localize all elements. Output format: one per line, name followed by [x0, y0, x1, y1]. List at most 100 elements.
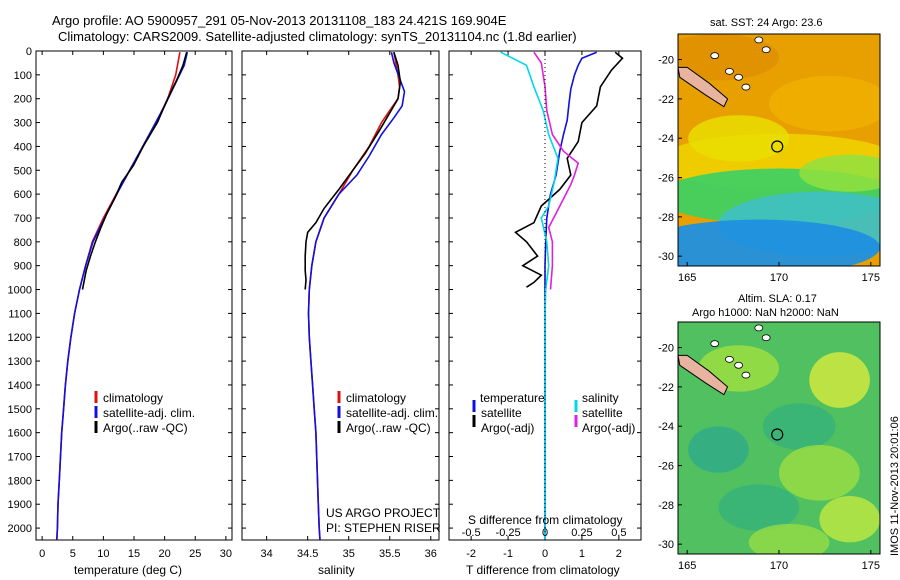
x-tick-label: 34: [261, 548, 273, 560]
sst-map-title: sat. SST: 24 Argo: 23.6: [710, 17, 823, 29]
salinity-xlabel: salinity: [318, 563, 355, 577]
map-blob: [762, 403, 836, 450]
series-line: [81, 51, 188, 290]
y-tick-label: 2000: [8, 523, 32, 535]
map-y-tick-label: -28: [658, 212, 674, 224]
island: [741, 371, 751, 379]
map-blob: [688, 115, 790, 162]
difference-xlabel: T difference from climatology: [466, 563, 620, 577]
chart-title-line2: Climatology: CARS2009. Satellite-adjuste…: [58, 29, 577, 44]
series-line: [304, 51, 402, 290]
map-y-tick-label: -24: [658, 421, 674, 433]
map-blob: [678, 219, 880, 266]
y-tick-label: 100: [14, 70, 32, 82]
map-y-tick-label: -22: [658, 382, 674, 394]
argo-location-marker: [771, 140, 784, 153]
island: [710, 52, 720, 60]
map-y-tick-label: -30: [658, 539, 674, 551]
x2-tick-label: -0.25: [496, 527, 521, 539]
map-blob: [809, 352, 870, 408]
map-y-tick-label: -24: [658, 133, 674, 145]
series-line: [56, 52, 189, 541]
x2-tick-label: 0.25: [571, 527, 592, 539]
map-y-tick-label: -22: [658, 94, 674, 106]
temperature-legend-argo: Argo(..raw -QC): [103, 421, 188, 435]
sla-map-title: Altim. SLA: 0.17: [738, 293, 817, 305]
island: [754, 324, 764, 332]
temperature-xlabel: temperature (deg C): [74, 563, 183, 577]
legend-group-temperature: temperature: [480, 391, 545, 405]
temperature-legend-climatology: climatology: [103, 391, 164, 405]
x-tick-label: 5: [70, 548, 76, 560]
island: [734, 361, 743, 369]
plot-frame: [241, 50, 440, 541]
sla-field: [678, 322, 880, 554]
imos-timestamp: IMOS 11-Nov-2013 20:01:06: [889, 416, 900, 556]
x-tick-label: 35.5: [379, 548, 400, 560]
x-tick-label: -2: [466, 548, 476, 560]
y-tick-label: 500: [14, 165, 32, 177]
x-tick-label: -1: [503, 548, 513, 560]
map-y-tick-label: -26: [658, 461, 674, 473]
series-line: [544, 51, 598, 540]
map-x-tick-label: 175: [862, 272, 880, 284]
legend-sal-satellite: satellite: [582, 406, 623, 420]
pi-label: PI: STEPHEN RISER: [326, 521, 441, 535]
x2-tick-label: 0.5: [611, 527, 626, 539]
island: [710, 340, 720, 348]
map-x-tick-label: 175: [862, 560, 880, 572]
island: [754, 36, 764, 44]
map-blob: [799, 154, 880, 192]
map-blob: [819, 496, 880, 543]
island: [725, 355, 734, 363]
y-tick-label: 800: [14, 237, 32, 249]
chart-title-line1: Argo profile: AO 5900957_291 05-Nov-2013…: [52, 13, 507, 28]
map-blob: [688, 426, 749, 473]
y-tick-label: 1600: [8, 428, 32, 440]
x-tick-label: 34.5: [297, 548, 318, 560]
map-blob: [768, 75, 880, 132]
map-x-tick-label: 165: [678, 272, 696, 284]
series-line: [514, 51, 624, 288]
x2-tick-label: -0.5: [462, 527, 481, 539]
series-line: [307, 52, 406, 541]
island: [725, 67, 734, 75]
sst-field: [678, 34, 880, 266]
map-blob: [678, 34, 779, 81]
island: [761, 334, 771, 342]
legend-temp-satellite: satellite: [481, 406, 522, 420]
map-blob: [748, 523, 830, 554]
temperature-legend-satellite: satellite-adj. clim.: [103, 406, 196, 420]
map-y-tick-label: -20: [658, 55, 674, 67]
map-y-tick-label: -26: [658, 173, 674, 185]
x-tick-label: 0: [542, 548, 548, 560]
y-tick-label: 1900: [8, 499, 32, 511]
x-tick-label: 1: [579, 548, 585, 560]
y-tick-label: 300: [14, 118, 32, 130]
y-tick-label: 1700: [8, 452, 32, 464]
y-tick-label: 1000: [8, 285, 32, 297]
y-tick-label: 1300: [8, 356, 32, 368]
y-tick-label: 1800: [8, 475, 32, 487]
y-tick-label: 1400: [8, 380, 32, 392]
map-blob: [779, 444, 860, 501]
y-tick-label: 200: [14, 94, 32, 106]
y-tick-label: 1100: [8, 308, 32, 320]
map-y-tick-label: -28: [658, 500, 674, 512]
map-blob: [718, 484, 800, 531]
x-tick-label: 0: [39, 548, 45, 560]
y-tick-label: 400: [14, 141, 32, 153]
salinity-legend-satellite: satellite-adj. clim.: [346, 406, 439, 420]
map-x-tick-label: 170: [770, 560, 788, 572]
argo-location-marker: [771, 428, 784, 441]
map-y-tick-label: -30: [658, 251, 674, 263]
x-tick-label: 15: [128, 548, 140, 560]
legend-group-salinity: salinity: [582, 391, 619, 405]
salinity-legend-climatology: climatology: [346, 391, 407, 405]
y-tick-label: 900: [14, 261, 32, 273]
